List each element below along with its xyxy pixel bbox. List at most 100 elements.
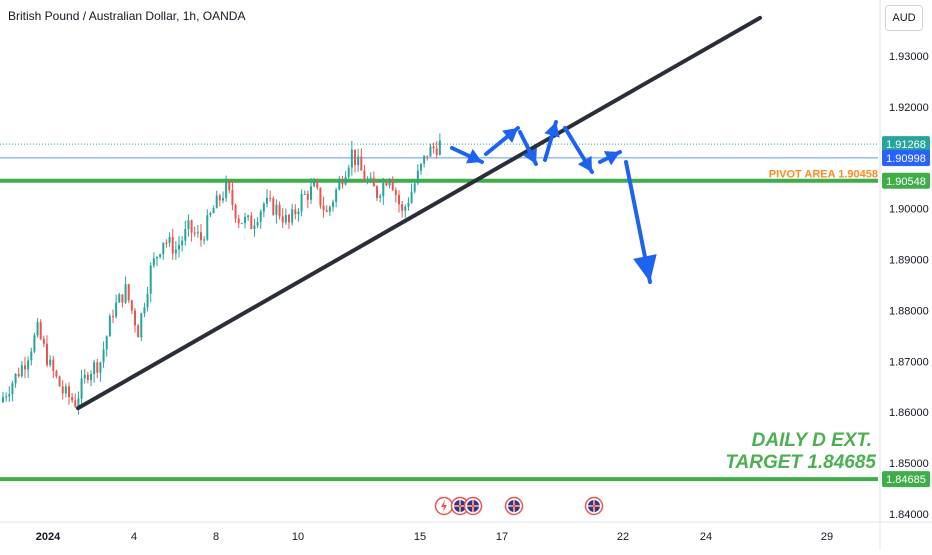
candle-body [127,284,130,301]
candle-body [96,362,99,373]
candle-body [27,360,30,370]
target-label: TARGET 1.84685 [725,452,876,473]
candle-body [332,201,334,207]
candle-body [281,216,284,223]
candle-body [306,193,309,200]
candle-body [74,400,77,407]
x-tick-label: 4 [131,531,137,543]
candle-body [432,146,435,149]
candle-body [108,316,111,337]
candle-body [234,205,237,219]
candle-body [58,376,61,387]
candle-body [404,206,407,211]
candle-body [42,338,45,344]
daily-ext-label: DAILY D EXT. [752,430,872,451]
chart-title: British Pound / Australian Dollar, 1h, O… [8,9,246,23]
candle-body [83,374,86,379]
candle-body [156,256,158,259]
candle-body [212,208,215,214]
price-tag [882,149,930,166]
candle-body [165,242,168,244]
y-tick-label: 1.85000 [889,458,929,470]
candle-body [61,386,64,394]
candle-body [228,181,231,191]
arrow-head [544,122,560,138]
price-tag-label: 1.90548 [886,176,926,188]
candle-body [222,198,224,201]
y-tick-label: 1.89000 [889,255,929,267]
price-tag-label: 1.91268 [886,139,926,151]
candle-body [256,222,259,226]
candle-body [401,204,404,211]
candle-body [291,209,294,223]
candle-body [124,284,127,303]
candle-body [262,203,265,212]
candle-body [215,195,218,209]
y-tick-label: 1.90000 [889,204,929,216]
x-tick-label: 17 [496,531,508,543]
candle-body [322,205,325,211]
candle-body [269,197,272,199]
candle-body [8,394,11,397]
candle-body [325,210,328,212]
candle-body [184,228,187,241]
candle-body [209,213,212,216]
candle-body [71,397,74,401]
candle-body [115,302,118,317]
candle-body [366,179,369,182]
currency-button[interactable]: AUD [885,5,923,31]
candle-body [46,343,48,366]
candle-body [438,140,441,155]
y-tick-label: 1.87000 [889,356,929,368]
candle-body [174,249,177,254]
uk-flag-icon [463,496,483,516]
uk-flag-icon [504,496,524,516]
arrow-head [502,128,518,144]
candle-body [388,179,391,186]
candle-body [159,254,162,257]
candle-body [49,359,52,366]
candle-body [55,370,58,377]
candle-body [391,179,394,191]
flash-icon [434,496,454,516]
candle-body [178,245,180,250]
x-tick-label: 2024 [36,531,61,543]
candle-body [121,294,124,303]
pivot-area-label: PIVOT AREA 1.90458 [769,168,878,180]
candle-body [347,167,350,177]
candle-body [328,206,331,212]
price-tag-label: 1.84685 [886,474,926,486]
candle-body [288,214,290,223]
flash-glyph [441,500,447,512]
candle-body [77,398,80,407]
uk-flag-icon [584,496,604,516]
candle-body [350,149,353,168]
candle-body [429,146,432,157]
candle-body [206,215,209,240]
candle-body [385,182,388,186]
candle-body [105,336,108,350]
candle-body [5,396,8,398]
y-tick-label: 1.86000 [889,407,929,419]
candle-body [426,155,429,157]
candle-body [413,183,416,192]
candle-body [225,181,228,199]
candle-body [33,335,36,352]
candle-body [416,170,419,184]
candle-body [420,163,422,171]
candle-body [247,215,250,218]
candle-body [319,187,322,206]
candle-body [360,156,363,171]
arrow-head [522,147,537,164]
candle-body [231,190,234,206]
candle-body [90,374,92,380]
candle-body [394,190,397,195]
candle-body [24,365,26,370]
candle-body [39,322,42,339]
candle-body [382,182,385,197]
candle-body [200,232,202,241]
candle-body [284,214,287,223]
arrow-head [577,155,592,172]
